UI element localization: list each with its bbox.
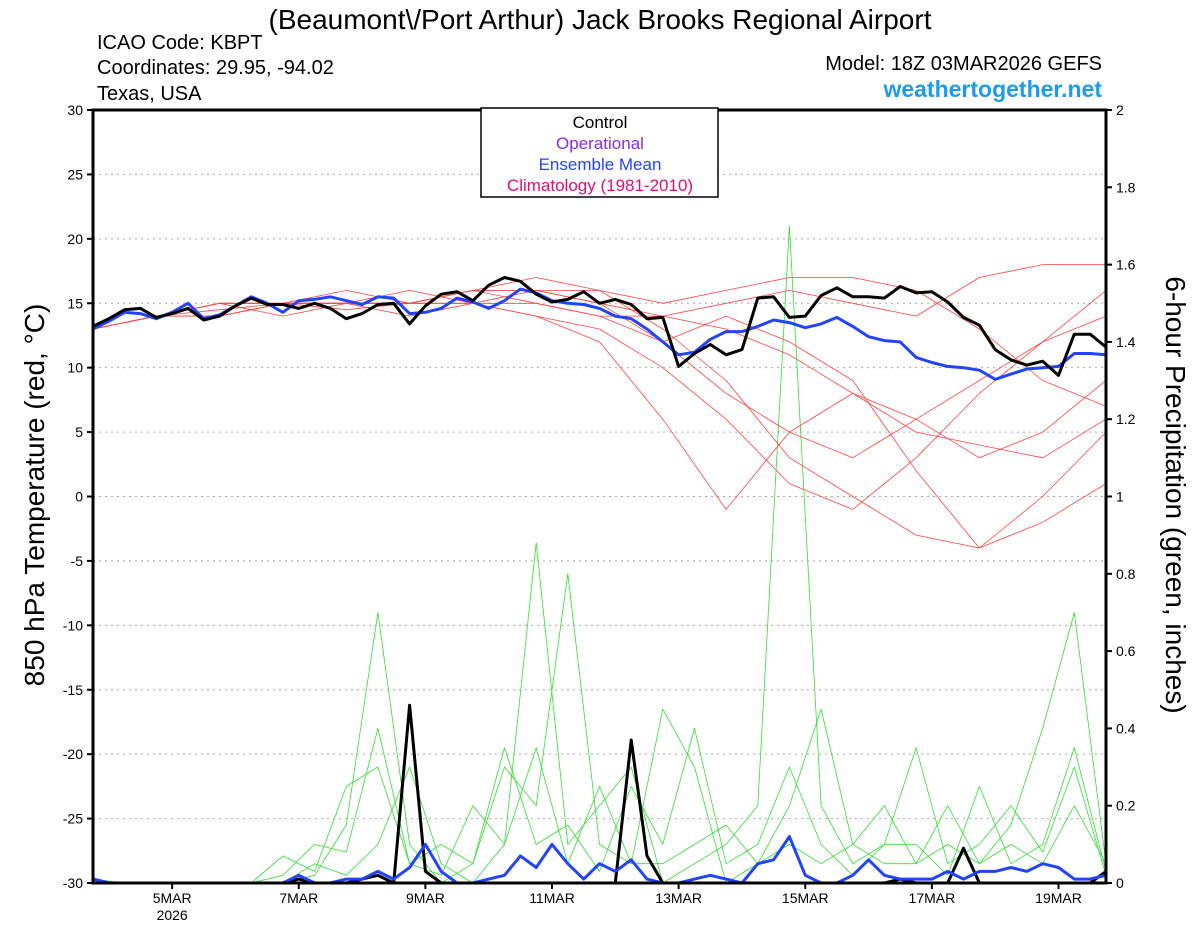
y-tick-label: 10 (67, 360, 83, 376)
y2-tick-label: 0.8 (1116, 566, 1136, 582)
precip-members (92, 225, 1107, 884)
legend-operational: Operational (556, 134, 644, 153)
legend-mean: Ensemble Mean (539, 155, 662, 174)
y2-tick-label: 1 (1116, 489, 1124, 505)
main-series (92, 276, 1107, 885)
legend-box (480, 107, 719, 198)
icao-code: ICAO Code: KBPT (97, 32, 263, 54)
y-tick-label: 5 (75, 424, 83, 440)
y-tick-label: 30 (67, 102, 83, 118)
y-tick-label: -25 (63, 811, 83, 827)
y-tick-label: 25 (67, 166, 83, 182)
x-tick-label: 5MAR (153, 890, 192, 906)
y2-tick-label: 1.6 (1116, 257, 1136, 273)
x-tick-label: 11MAR (529, 890, 575, 906)
x-tick-label: 17MAR (909, 890, 956, 906)
x-tick-label: 13MAR (655, 890, 702, 906)
precip-member-line (92, 728, 1107, 884)
chart-title: (Beaumont\/Port Arthur) Jack Brooks Regi… (269, 4, 932, 35)
y-tick-label: -5 (71, 553, 84, 569)
y-axis-title: 850 hPa Temperature (red, °C) (19, 304, 50, 687)
region: Texas, USA (97, 83, 202, 105)
y2-tick-label: 0 (1116, 875, 1124, 891)
y-tick-label: -10 (63, 617, 83, 633)
y2-tick-label: 2 (1116, 102, 1124, 118)
y2-axis-title: 6-hour Precipitation (green, inches) (1160, 276, 1191, 713)
temp-member-line (92, 289, 1107, 459)
gridlines (93, 173, 1106, 820)
control-temp-line (92, 276, 1107, 377)
precip-member-line (93, 225, 1107, 884)
x-tick-label: 7MAR (279, 890, 318, 906)
y2-tick-label: 1.2 (1116, 411, 1136, 427)
temp-member-line (92, 302, 1107, 510)
legend: Control Operational Ensemble Mean Climat… (480, 107, 719, 198)
y-tick-label: -20 (63, 746, 83, 762)
y-tick-label: -15 (63, 682, 83, 698)
x-tick-label: 19MAR (1035, 890, 1082, 906)
legend-climatology: Climatology (1981-2010) (507, 176, 693, 195)
precip-member-line (93, 573, 1107, 884)
y-tick-label: 0 (75, 489, 83, 505)
y2-tick-label: 0.4 (1116, 720, 1136, 736)
temp-member-line (92, 290, 1107, 510)
model-run: Model: 18Z 03MAR2026 GEFS (825, 53, 1102, 75)
y2-tick-label: 0.2 (1116, 798, 1136, 814)
x-tick-label: 9MAR (406, 890, 445, 906)
temp-member-line (92, 289, 1107, 549)
y2-tick-label: 1.4 (1116, 334, 1136, 350)
y-tick-label: 15 (67, 295, 83, 311)
y-axis-right: 2 1.8 1.6 1.4 1.2 1 0.8 0.6 0.4 0.2 0 (1106, 102, 1136, 891)
y-tick-label: 20 (67, 231, 83, 247)
temp-member-line (92, 289, 1107, 459)
x-tick-label: 15MAR (782, 890, 829, 906)
y-axis-left: 30 25 20 15 10 5 0 -5 -10 -15 -20 -25 -30 (63, 102, 93, 891)
y2-tick-label: 0.6 (1116, 643, 1136, 659)
x-tick-year: 2026 (157, 907, 188, 923)
coordinates: Coordinates: 29.95, -94.02 (97, 57, 334, 79)
y2-tick-label: 1.8 (1116, 179, 1136, 195)
legend-control: Control (573, 113, 628, 132)
temp-member-line (92, 264, 1106, 330)
y-tick-label: -30 (63, 875, 83, 891)
precip-member-line (93, 728, 1107, 884)
site-link[interactable]: weathertogether.net (882, 76, 1102, 102)
